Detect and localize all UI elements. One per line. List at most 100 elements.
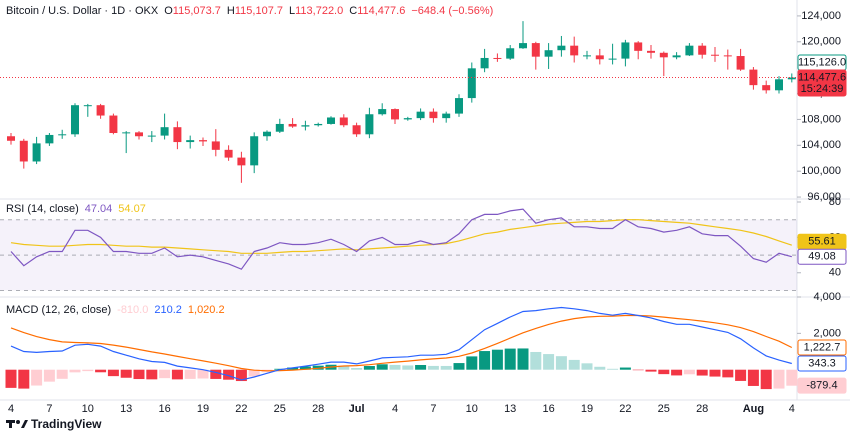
histogram-bar (722, 369, 734, 378)
histogram-bar (171, 369, 183, 380)
x-tick-label: 22 (235, 403, 247, 415)
candle-body (173, 127, 182, 143)
candle-body (71, 105, 79, 135)
candle-body (83, 105, 92, 107)
ohlc-key: O (164, 5, 173, 17)
candle-body (544, 50, 553, 57)
candle-body (685, 45, 694, 56)
ohlc-key: H (227, 5, 235, 17)
x-tick-label: 7 (46, 403, 52, 415)
candle-body (711, 54, 719, 56)
brand-name[interactable]: TradingView (31, 417, 102, 431)
line-series (10, 208, 792, 270)
candle-body (199, 140, 207, 142)
axis-tag (797, 248, 847, 265)
candle-body (327, 117, 335, 124)
y-tick-label: 120,000 (801, 36, 841, 48)
histogram-bar (427, 365, 439, 370)
candle-body (672, 55, 681, 58)
histogram-bar (709, 369, 721, 377)
candle-body (621, 42, 630, 59)
x-tick-label: 4 (392, 403, 398, 415)
x-tick-label: 16 (158, 403, 170, 415)
histogram-bar (133, 369, 145, 380)
histogram-bar (786, 369, 798, 386)
histogram-bar (530, 351, 542, 370)
candle-body (288, 123, 297, 127)
x-tick-label: 19 (197, 403, 209, 415)
y-tick-label: 108,000 (801, 113, 841, 125)
y-tick-label: 124,000 (801, 10, 841, 22)
candle-body (224, 149, 233, 158)
logo-shape (21, 420, 28, 428)
histogram-bar (235, 369, 247, 382)
ohlc-value: 113,722.0 (295, 5, 343, 17)
histogram-bar (517, 348, 529, 370)
logo-shape (16, 420, 20, 424)
histogram-bar (581, 363, 593, 370)
histogram-bar (440, 365, 452, 370)
axis-tag-label: 115,126.0 (798, 56, 846, 68)
histogram-bar (645, 369, 657, 372)
histogram-bar (197, 369, 209, 379)
y-tick-label: 104,000 (801, 139, 841, 151)
indicator-value: 210.2 (154, 304, 182, 316)
candle-body (96, 105, 105, 116)
candle-body (301, 125, 310, 127)
candle-body (762, 85, 771, 91)
brand-logo[interactable]: TradingView (6, 417, 102, 431)
axis-tag-label: 343.3 (808, 357, 836, 369)
candle-body (480, 57, 489, 69)
indicator-value: 47.04 (85, 203, 113, 215)
ohlc-value: 115,107.7 (235, 5, 283, 17)
x-tick-label: 25 (274, 403, 286, 415)
histogram-bar (696, 369, 708, 376)
histogram-bar (95, 369, 107, 373)
x-tick-label: Jul (349, 403, 365, 415)
histogram-bar (159, 369, 171, 379)
axis-tag-label: 49.08 (808, 251, 836, 263)
histogram-bar (184, 369, 196, 379)
x-tick-label: 22 (619, 403, 631, 415)
candle-body (531, 43, 540, 57)
candle-body (557, 45, 566, 51)
histogram-bar (773, 369, 785, 389)
histogram-bar (338, 365, 350, 370)
candle-body (186, 140, 195, 143)
histogram-bar (504, 348, 516, 370)
x-tick-label: Aug (743, 403, 764, 415)
candle-body (32, 143, 41, 162)
x-tick-label: 4 (789, 403, 795, 415)
indicator-value: 54.07 (118, 203, 146, 215)
line-series (10, 314, 793, 372)
axis-tag (797, 377, 847, 394)
histogram-bar (555, 356, 567, 370)
y-tick-label: 100,000 (801, 165, 841, 177)
candle-body (352, 125, 361, 135)
candle-body (135, 132, 143, 137)
candle-body (403, 118, 412, 120)
x-tick-label: 10 (466, 403, 478, 415)
histogram-bar (223, 369, 235, 380)
candle-body (275, 123, 284, 132)
histogram-bar (466, 356, 478, 370)
price-change: −648.4 (−0.56%) (411, 5, 493, 17)
line-series (10, 219, 792, 254)
histogram-bar (760, 369, 772, 390)
candle-body (493, 57, 502, 59)
histogram-bar (658, 369, 670, 375)
histogram-bar (735, 369, 747, 381)
indicator-value: -810.0 (117, 304, 148, 316)
candle-body (467, 68, 476, 99)
candle-body (122, 132, 131, 134)
histogram-bar (632, 369, 644, 371)
candle-body (736, 56, 745, 70)
candle-body (365, 114, 374, 135)
histogram-bar (376, 364, 388, 370)
histogram-bar (363, 366, 375, 370)
x-tick-label: 7 (430, 403, 436, 415)
histogram-bar (568, 359, 580, 370)
histogram-bar (747, 369, 759, 386)
